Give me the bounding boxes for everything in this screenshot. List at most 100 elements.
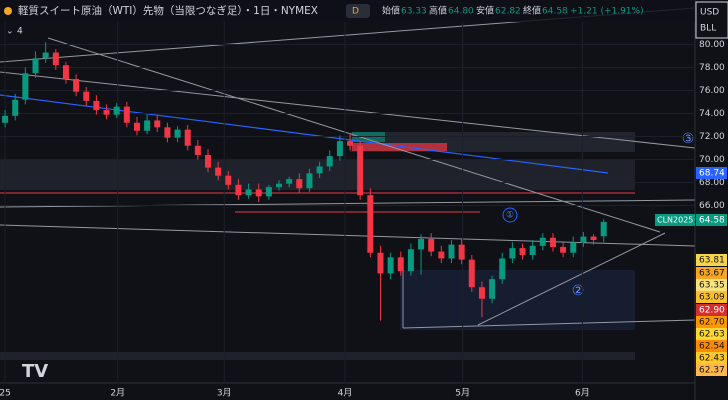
candle-body [235, 184, 242, 196]
price-label-box [696, 340, 727, 352]
symbol-label: CLN2025 [657, 216, 693, 225]
price-label-box [696, 364, 727, 376]
y-tick-label: 70.00 [699, 155, 725, 165]
candle-body [478, 287, 485, 299]
x-tick-label: 3月 [217, 388, 232, 399]
candle-body [103, 110, 110, 115]
candle-body [225, 175, 232, 185]
candle-body [560, 246, 567, 253]
candle-body [448, 244, 455, 259]
candle-body [83, 91, 90, 101]
collapse-icon[interactable]: ⌄ [6, 27, 14, 37]
price-label-box [696, 214, 727, 226]
annotation-circle [502, 207, 518, 223]
candle-body [570, 242, 577, 253]
price-label: 62.63 [699, 330, 725, 340]
readout-value: 63.33 [401, 7, 427, 17]
readout-label: 高値 [429, 5, 447, 17]
candle-body [316, 166, 323, 174]
price-label-box [696, 316, 727, 328]
y-tick-label: 72.00 [699, 132, 725, 142]
price-label: 68.74 [699, 169, 725, 179]
candle-body [174, 129, 181, 138]
candle-body [62, 65, 69, 80]
candle-body [529, 245, 536, 256]
candle-body [265, 187, 272, 197]
candle-body [367, 195, 374, 253]
trend-line [0, 224, 696, 247]
price-label: 62.90 [699, 306, 725, 316]
candle-body [438, 251, 445, 259]
candle-body [184, 129, 191, 146]
y-tick-label: 68.00 [699, 178, 725, 188]
price-label: 63.81 [699, 256, 725, 266]
x-tick-label: 5月 [455, 388, 470, 399]
candle-body [73, 79, 80, 92]
candle-body [255, 189, 262, 197]
candle-body [509, 248, 516, 259]
price-label: 62.43 [699, 354, 725, 364]
price-label: 62.37 [699, 366, 725, 376]
price-label: 63.35 [699, 281, 725, 291]
annotation: ① [506, 211, 514, 221]
candle-body [164, 127, 171, 138]
candle-body [387, 257, 394, 274]
candle-body [489, 279, 496, 299]
y-tick-label: 78.00 [699, 63, 725, 73]
candle-body [357, 145, 364, 196]
readout-value: 62.82 [495, 7, 521, 17]
y-tick-label: 80.00 [699, 40, 725, 50]
candle-body [296, 179, 303, 189]
readout-label: 安値 [476, 5, 494, 17]
candle-body [133, 122, 140, 131]
indicator-count[interactable]: 4 [17, 27, 23, 37]
x-tick-label: 4月 [338, 388, 353, 399]
candle-body [326, 156, 333, 167]
unit: BLL [700, 24, 716, 34]
candle-body [12, 99, 19, 116]
candle-body [600, 221, 607, 237]
badge[interactable] [346, 4, 370, 18]
candle-body [286, 179, 293, 184]
price-label-box [696, 279, 727, 291]
trend-line [477, 232, 666, 326]
price-label-box [696, 267, 727, 279]
zone [0, 160, 635, 190]
candle-body [2, 115, 9, 123]
price-label: 63.67 [699, 269, 725, 279]
price-label-box [696, 304, 727, 316]
y-tick-label: 74.00 [699, 109, 725, 119]
currency-box[interactable] [695, 1, 728, 39]
candle-body [458, 244, 465, 260]
logo: TV [22, 361, 48, 382]
candle-body [113, 106, 120, 115]
candle-body [204, 154, 211, 168]
candle-body [377, 252, 384, 274]
candle-body [32, 58, 39, 74]
candle-body [590, 236, 597, 241]
readout-value: 64.58 [542, 7, 568, 17]
candle-body [42, 52, 49, 59]
interval-badge[interactable]: D [352, 7, 359, 17]
annotation: ② [572, 283, 585, 299]
candle-body [418, 238, 425, 250]
candle-body [154, 120, 161, 128]
price-label-box [696, 328, 727, 340]
symbol-title: 軽質スイート原油（WTI）先物（当限つなぎ足）・1日・NYMEX [18, 4, 318, 17]
zone [0, 352, 635, 360]
readout-change: +1.21 (+1.91%) [570, 7, 644, 17]
trend-line [47, 37, 661, 233]
readout-label: 終値 [523, 5, 541, 17]
trend-line [0, 71, 696, 149]
candle-body [22, 73, 29, 100]
candle-body [336, 141, 343, 157]
price-label: 62.70 [699, 318, 725, 328]
candle-body [468, 259, 475, 288]
candle-body [580, 236, 587, 243]
price-label-box [696, 167, 727, 179]
price-label: 64.58 [699, 216, 725, 226]
symbol-box [655, 214, 695, 226]
candle-body [93, 100, 100, 111]
x-tick-label: 2月 [110, 388, 125, 399]
